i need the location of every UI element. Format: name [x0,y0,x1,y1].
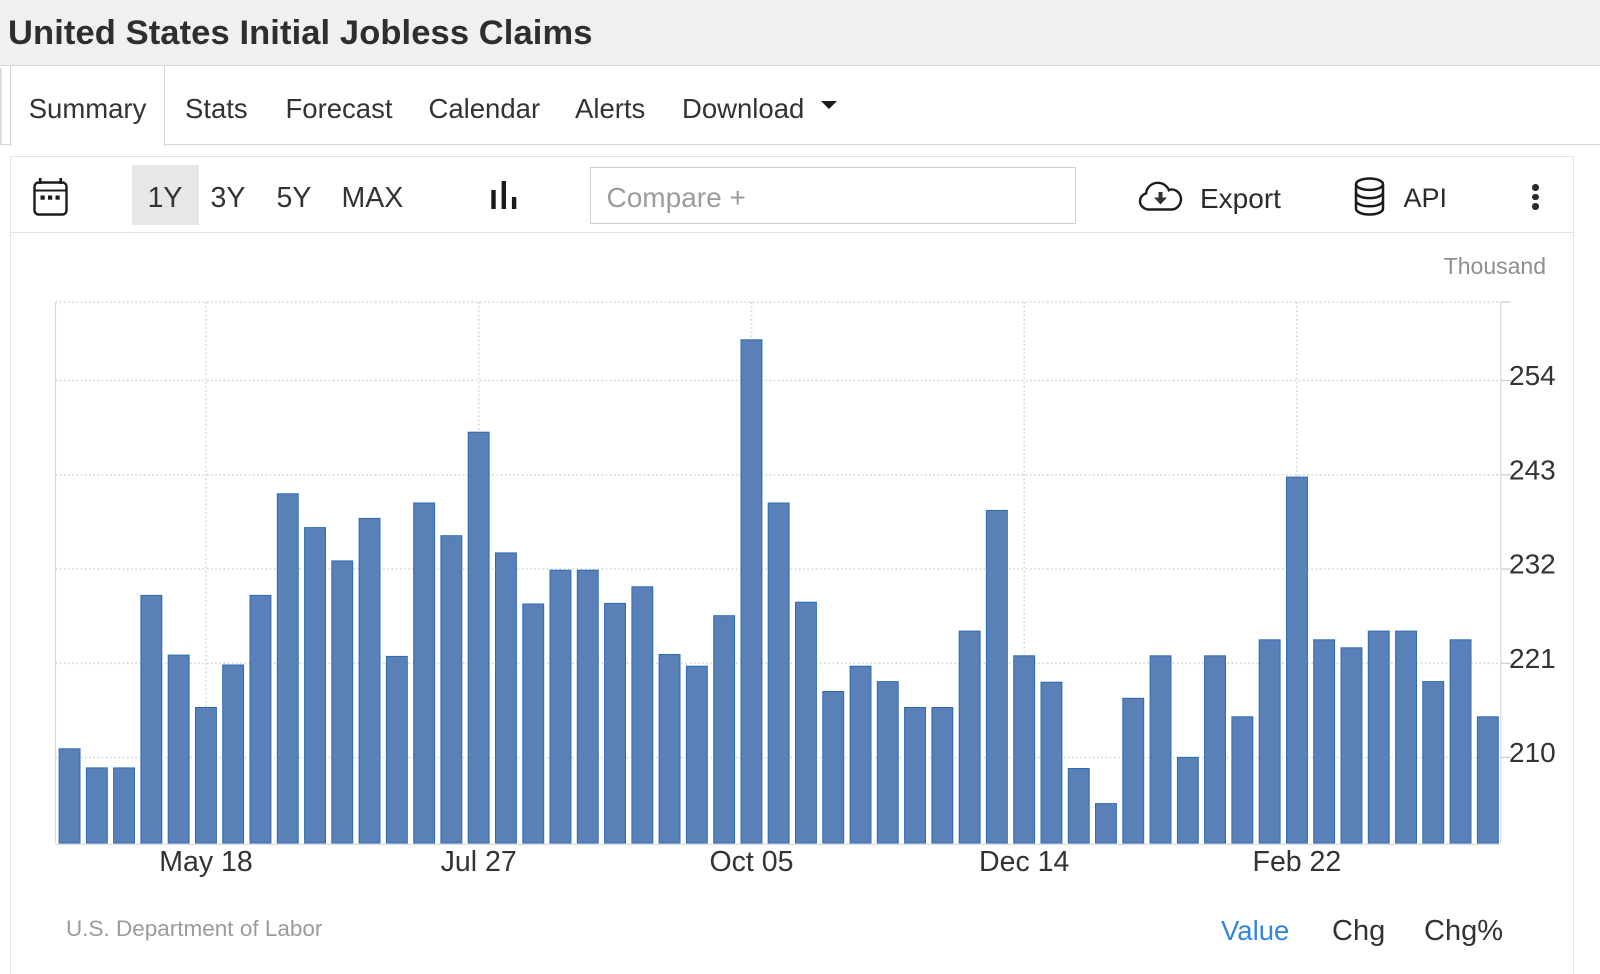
svg-text:Oct 05: Oct 05 [710,846,794,878]
svg-text:Feb 22: Feb 22 [1253,846,1342,878]
svg-text:254: 254 [1509,360,1556,391]
svg-text:Jul 27: Jul 27 [441,846,517,878]
svg-text:Chg: Chg [1332,915,1385,947]
svg-text:May 18: May 18 [159,846,252,878]
svg-text:243: 243 [1509,455,1556,486]
svg-text:U.S. Department of Labor: U.S. Department of Labor [66,916,323,941]
svg-text:Chg%: Chg% [1424,915,1503,947]
svg-text:Value: Value [1221,915,1289,946]
svg-text:210: 210 [1509,737,1556,768]
svg-text:232: 232 [1509,549,1556,580]
svg-text:221: 221 [1509,643,1556,674]
svg-text:Thousand: Thousand [1444,253,1546,279]
svg-text:Dec 14: Dec 14 [979,846,1069,878]
